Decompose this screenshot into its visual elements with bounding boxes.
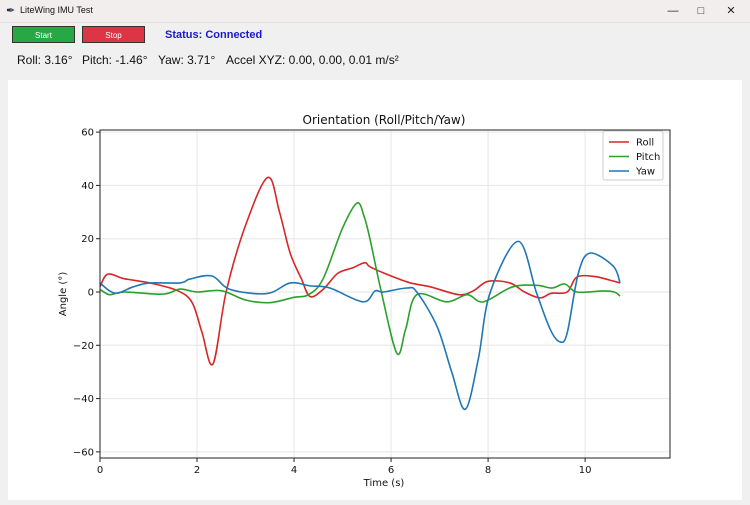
- y-tick-label: 20: [81, 234, 94, 245]
- orientation-chart: 0 2 4 6 8 10 60 40 20 0 −20 −40 −60 Orientation (Rol…: [58, 113, 671, 489]
- x-tick-label: 2: [194, 465, 200, 476]
- legend-label-roll: Roll: [636, 138, 654, 149]
- accel-readout: Accel XYZ: 0.00, 0.00, 0.01 m/s²: [226, 53, 399, 67]
- x-tick-label: 10: [579, 465, 592, 476]
- x-tick-label: 6: [388, 465, 394, 476]
- x-tick-label: 8: [485, 465, 491, 476]
- minimize-icon[interactable]: —: [667, 5, 679, 17]
- yaw-readout: Yaw: 3.71°: [158, 53, 216, 67]
- maximize-icon[interactable]: □: [697, 5, 705, 17]
- window-title: LiteWing IMU Test: [20, 5, 93, 15]
- y-tick-label: −40: [73, 394, 94, 405]
- series-line-pitch: [99, 202, 621, 356]
- start-button[interactable]: Start: [12, 26, 75, 43]
- series-lines: [99, 176, 621, 411]
- y-tick-label: 40: [81, 181, 94, 192]
- stop-button[interactable]: Stop: [82, 26, 145, 43]
- title-bar: ✒ LiteWing IMU Test — □ ✕: [0, 0, 750, 23]
- axes-frame: [99, 129, 671, 459]
- legend: Roll Pitch Yaw: [602, 130, 664, 181]
- close-icon[interactable]: ✕: [726, 5, 736, 17]
- legend-label-yaw: Yaw: [635, 167, 655, 178]
- chart-canvas: 0 2 4 6 8 10 60 40 20 0 −20 −40 −60 Orientation (Rol…: [8, 80, 742, 500]
- y-tick-label: 60: [81, 128, 94, 139]
- feather-icon: ✒: [6, 5, 16, 17]
- pitch-readout: Pitch: -1.46°: [82, 53, 148, 67]
- status-label: Status: Connected: [165, 29, 263, 41]
- chart-title: Orientation (Roll/Pitch/Yaw): [303, 113, 466, 127]
- legend-box: [602, 130, 664, 181]
- x-axis-label: Time (s): [363, 478, 405, 489]
- roll-readout: Roll: 3.16°: [17, 53, 73, 67]
- x-tick-label: 0: [97, 465, 103, 476]
- ticks: 0 2 4 6 8 10 60 40 20 0 −20 −40 −60: [73, 128, 592, 476]
- y-tick-label: −60: [73, 447, 94, 458]
- y-tick-label: 0: [88, 288, 94, 299]
- series-line-roll: [99, 176, 621, 366]
- y-tick-label: −20: [73, 341, 94, 352]
- series-line-yaw: [99, 240, 621, 411]
- legend-label-pitch: Pitch: [636, 152, 660, 163]
- y-axis-label: Angle (°): [58, 272, 69, 317]
- x-tick-label: 4: [291, 465, 297, 476]
